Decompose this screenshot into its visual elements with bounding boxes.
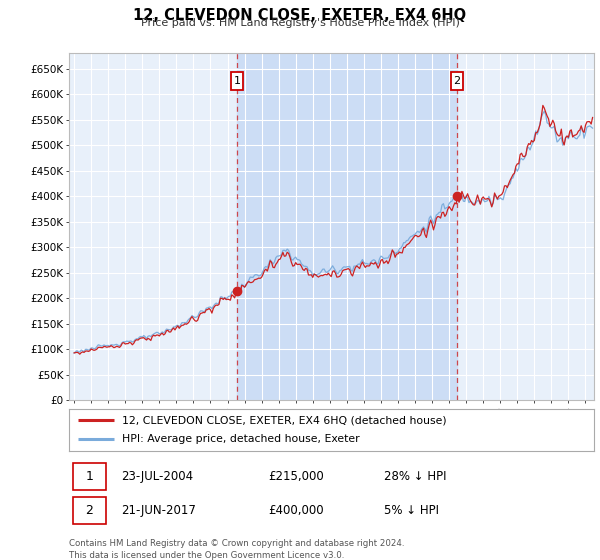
Text: 2: 2 [454, 76, 461, 86]
FancyBboxPatch shape [231, 72, 243, 90]
Text: 12, CLEVEDON CLOSE, EXETER, EX4 6HQ: 12, CLEVEDON CLOSE, EXETER, EX4 6HQ [133, 8, 467, 24]
Text: 12, CLEVEDON CLOSE, EXETER, EX4 6HQ (detached house): 12, CLEVEDON CLOSE, EXETER, EX4 6HQ (det… [121, 415, 446, 425]
Bar [237, 53, 457, 400]
Text: HPI: Average price, detached house, Exeter: HPI: Average price, detached house, Exet… [121, 435, 359, 445]
Text: £215,000: £215,000 [269, 470, 324, 483]
Text: Contains HM Land Registry data © Crown copyright and database right 2024.
This d: Contains HM Land Registry data © Crown c… [69, 539, 404, 559]
Text: 2: 2 [86, 504, 94, 517]
FancyBboxPatch shape [73, 497, 106, 524]
FancyBboxPatch shape [73, 463, 106, 490]
Text: 28% ↓ HPI: 28% ↓ HPI [384, 470, 446, 483]
Text: 5% ↓ HPI: 5% ↓ HPI [384, 504, 439, 517]
Text: 1: 1 [233, 76, 241, 86]
Text: Price paid vs. HM Land Registry's House Price Index (HPI): Price paid vs. HM Land Registry's House … [140, 18, 460, 29]
FancyBboxPatch shape [451, 72, 463, 90]
Text: £400,000: £400,000 [269, 504, 324, 517]
Text: 1: 1 [86, 470, 94, 483]
Text: 21-JUN-2017: 21-JUN-2017 [121, 504, 196, 517]
Text: 23-JUL-2004: 23-JUL-2004 [121, 470, 194, 483]
